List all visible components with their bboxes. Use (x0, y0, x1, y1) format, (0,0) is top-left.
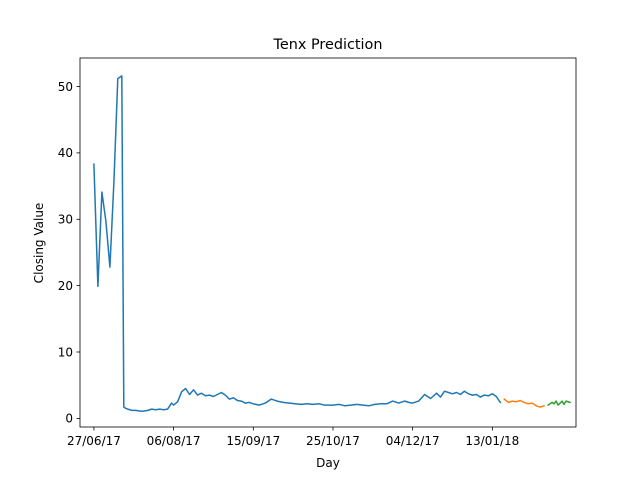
x-axis-label: Day (316, 456, 340, 470)
y-tick-label: 20 (58, 279, 73, 293)
y-tick-label: 40 (58, 146, 73, 160)
x-tick-label: 04/12/17 (386, 434, 440, 448)
x-tick-label: 15/09/17 (226, 434, 280, 448)
series-group (93, 75, 571, 412)
chart-title: Tenx Prediction (273, 37, 383, 53)
x-tick-label: 06/08/17 (147, 434, 201, 448)
x-tick-label: 27/06/17 (67, 434, 121, 448)
y-tick-label: 0 (65, 412, 73, 426)
x-tick-label: 13/01/18 (465, 434, 519, 448)
y-tick-label: 50 (58, 80, 73, 94)
series-line-1 (93, 75, 502, 412)
x-axis: 27/06/17 06/08/17 15/09/17 25/10/17 04/12/17… (67, 427, 519, 448)
series-line-2 (503, 398, 546, 408)
plot-frame (79, 57, 577, 428)
y-axis-label: Closing Value (32, 203, 46, 284)
series-line-3 (547, 400, 571, 407)
y-tick-label: 10 (58, 345, 73, 359)
plot-area (79, 57, 577, 428)
y-axis: 0 10 20 30 40 50 (58, 80, 80, 426)
x-tick-label: 25/10/17 (306, 434, 360, 448)
y-tick-label: 30 (58, 213, 73, 227)
